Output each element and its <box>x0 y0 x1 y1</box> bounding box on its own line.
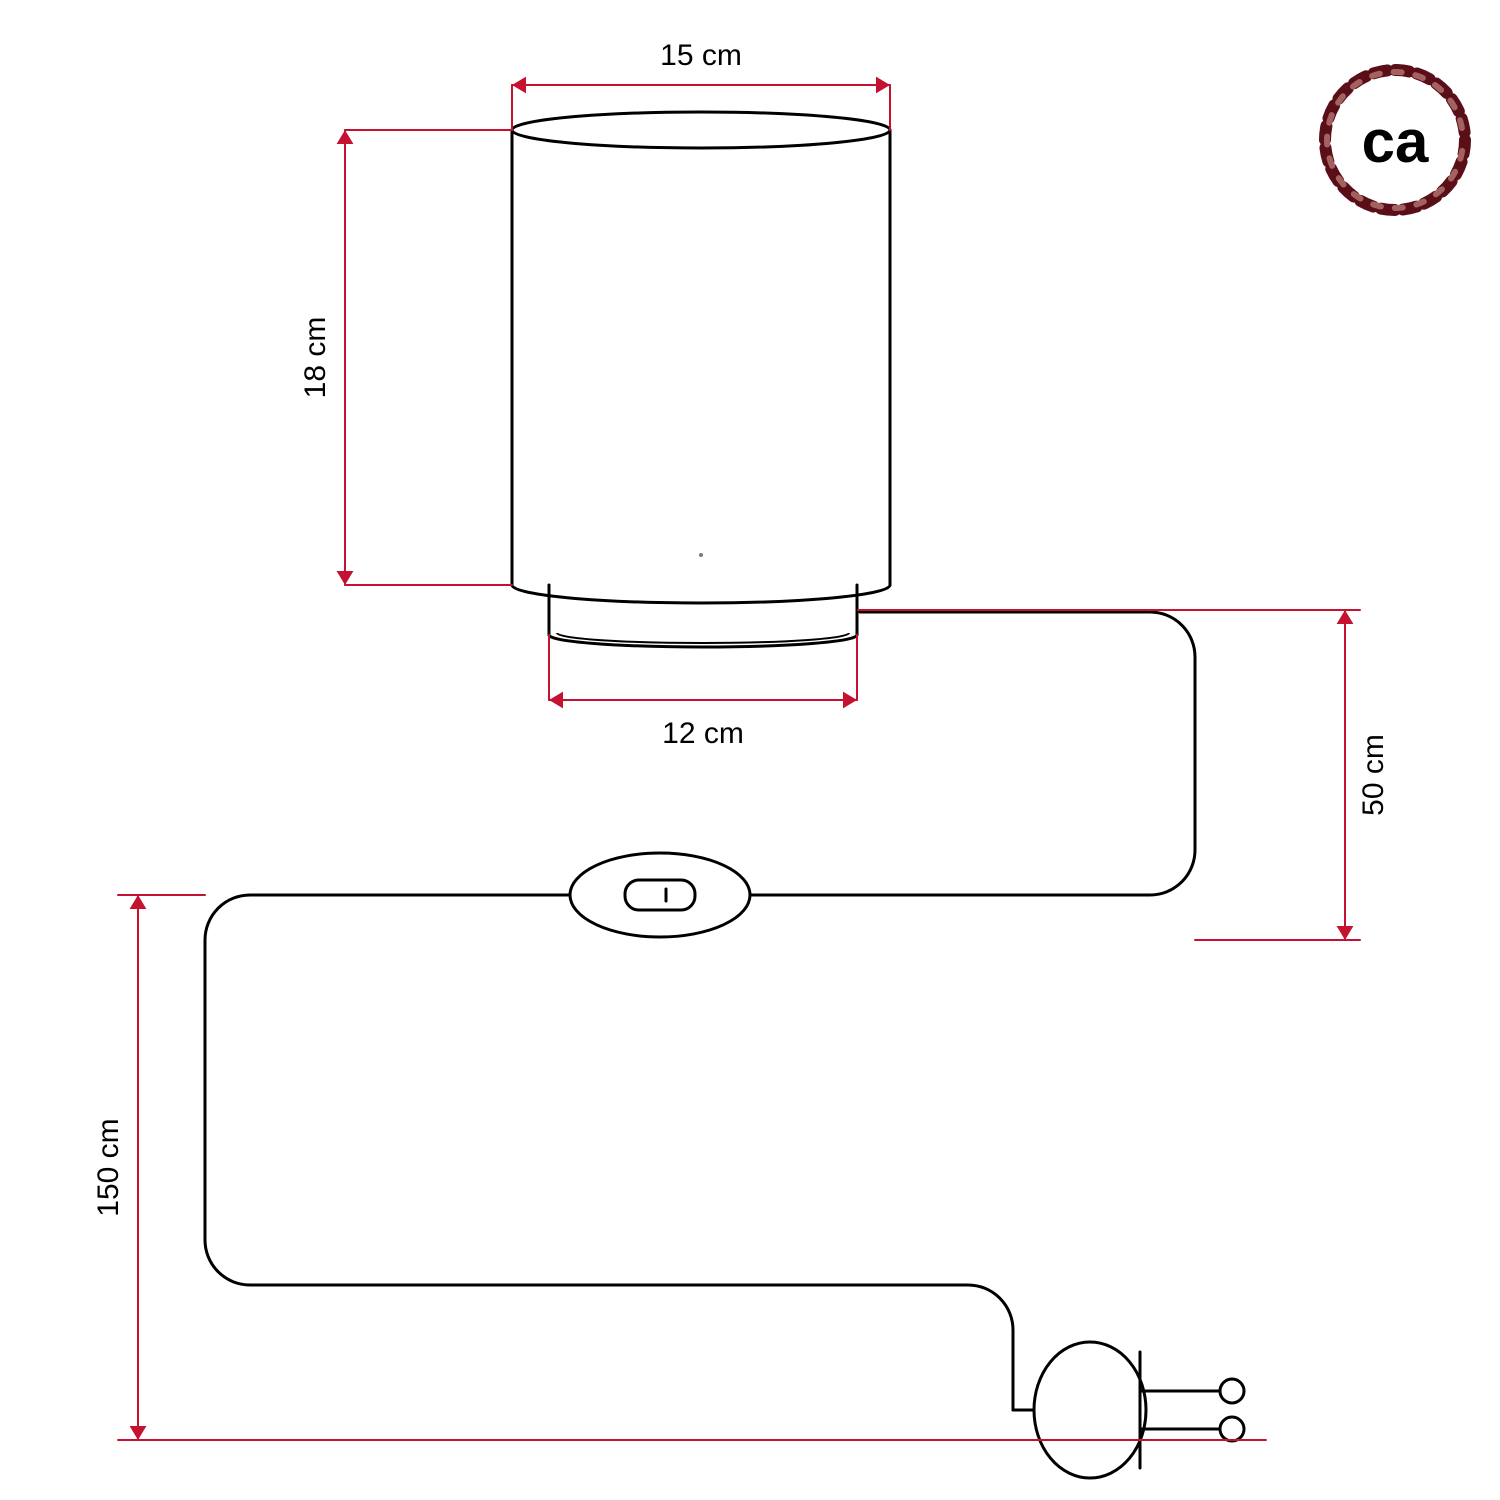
svg-text:12 cm: 12 cm <box>662 717 744 750</box>
svg-text:50 cm: 50 cm <box>1357 734 1390 816</box>
svg-text:ca: ca <box>1362 108 1429 175</box>
svg-text:15 cm: 15 cm <box>660 39 742 72</box>
svg-text:18 cm: 18 cm <box>299 317 332 399</box>
svg-text:150 cm: 150 cm <box>92 1118 125 1216</box>
technical-diagram: 15 cm 18 cm 12 cm 50 cm 150 cm ca <box>0 0 1500 1500</box>
